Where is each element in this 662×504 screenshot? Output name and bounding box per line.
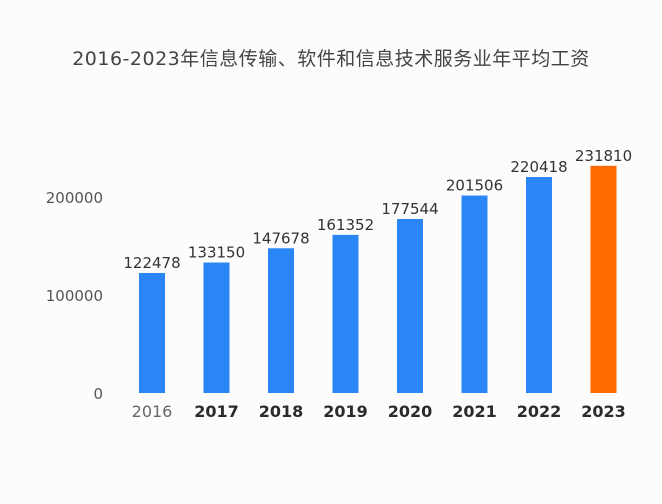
bar-2022: [526, 176, 552, 393]
x-tick-label-2020: 2020: [388, 402, 433, 421]
bar-2017: [203, 262, 230, 393]
bar-2018: [268, 248, 294, 393]
data-label-2016: 122478: [123, 254, 180, 272]
data-label-2019: 161352: [317, 216, 374, 234]
y-tick-label-100000: 100000: [46, 287, 103, 305]
bar-2016: [139, 272, 165, 393]
x-tick-label-2016: 2016: [132, 402, 173, 421]
data-label-2018: 147678: [252, 229, 309, 247]
x-tick-label-2019: 2019: [323, 402, 368, 421]
x-tick-label-2017: 2017: [194, 402, 239, 421]
data-label-2023: 231810: [575, 147, 632, 165]
chart-title: 2016-2023年信息传输、软件和信息技术服务业年平均工资: [72, 48, 590, 70]
x-tick-label-2021: 2021: [452, 402, 497, 421]
x-tick-label-2018: 2018: [259, 402, 304, 421]
y-tick-label-0: 0: [93, 385, 103, 403]
x-tick-label-2022: 2022: [517, 402, 562, 421]
data-label-2017: 133150: [188, 244, 245, 262]
bar-2021: [461, 195, 488, 393]
data-label-2020: 177544: [381, 200, 438, 218]
data-label-2021: 201506: [446, 177, 503, 195]
bar-2019: [332, 234, 359, 393]
bar-2023: [590, 165, 617, 393]
x-tick-label-2023: 2023: [581, 402, 626, 421]
y-tick-label-200000: 200000: [46, 189, 103, 207]
bar-2020: [397, 219, 423, 393]
data-label-2022: 220418: [510, 158, 567, 176]
